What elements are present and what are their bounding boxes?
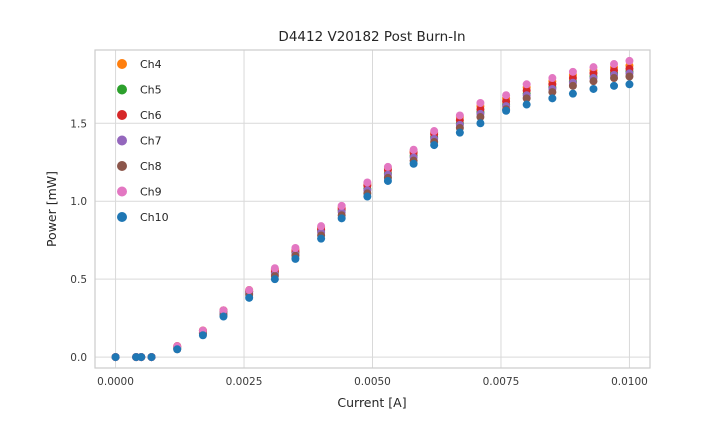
data-point-ch10 xyxy=(522,100,531,109)
data-point-ch10 xyxy=(291,254,300,263)
y-tick-label: 1.5 xyxy=(70,118,87,130)
data-point-ch10 xyxy=(270,275,279,284)
data-point-ch9 xyxy=(270,264,279,273)
legend-item-ch9: Ch9 xyxy=(117,186,162,199)
x-tick-label: 0.0075 xyxy=(483,376,520,388)
chart-title: D4412 V20182 Post Burn-In xyxy=(278,29,465,45)
legend-item-ch10: Ch10 xyxy=(117,211,169,224)
plot-border xyxy=(94,49,651,369)
legend-label: Ch10 xyxy=(140,211,169,224)
data-point-ch10 xyxy=(476,119,485,128)
data-point-ch8 xyxy=(610,74,619,83)
legend-marker-icon xyxy=(117,161,127,171)
data-point-ch10 xyxy=(383,176,392,185)
data-point-ch10 xyxy=(147,353,156,362)
data-point-ch8 xyxy=(568,81,577,90)
legend-marker-icon xyxy=(117,186,127,197)
data-point-ch9 xyxy=(522,80,531,89)
data-point-ch9 xyxy=(568,67,577,76)
data-point-ch10 xyxy=(409,159,418,168)
data-point-ch10 xyxy=(625,80,634,89)
legend-label: Ch4 xyxy=(140,58,162,71)
data-point-ch9 xyxy=(455,111,464,120)
data-point-ch9 xyxy=(625,56,634,65)
legend-item-ch5: Ch5 xyxy=(117,84,162,97)
grid-lines xyxy=(95,50,650,368)
legend: Ch4 Ch5 Ch6 Ch7 Ch8 Ch9 Ch10 xyxy=(117,58,169,224)
data-point-ch9 xyxy=(548,74,557,83)
x-tick-label: 0.0025 xyxy=(226,376,263,388)
data-point-ch9 xyxy=(476,99,485,107)
data-point-ch10 xyxy=(245,293,254,302)
data-point-ch8 xyxy=(589,77,598,86)
data-point-ch9 xyxy=(245,286,254,295)
legend-marker-icon xyxy=(117,59,127,69)
y-tick-label: 1.0 xyxy=(70,196,87,208)
legend-marker-icon xyxy=(117,84,127,95)
legend-label: Ch6 xyxy=(140,109,162,122)
data-point-ch10 xyxy=(430,141,439,150)
legend-label: Ch7 xyxy=(140,135,162,148)
data-point-ch8 xyxy=(625,72,634,81)
data-point-ch10 xyxy=(610,81,619,90)
data-point-ch8 xyxy=(548,88,557,97)
data-point-ch10 xyxy=(137,353,146,362)
legend-item-ch7: Ch7 xyxy=(117,135,162,148)
data-point-ch10 xyxy=(198,331,207,340)
data-point-ch9 xyxy=(291,243,300,252)
data-points xyxy=(111,56,634,362)
y-tick-label: 0.5 xyxy=(70,274,87,286)
y-tick-label: 0.0 xyxy=(70,352,87,364)
legend-item-ch4: Ch4 xyxy=(117,58,162,71)
data-point-ch9 xyxy=(219,306,228,315)
data-point-ch10 xyxy=(502,106,511,115)
data-point-ch10 xyxy=(589,84,598,93)
series-ch10 xyxy=(111,80,634,362)
legend-label: Ch9 xyxy=(140,186,162,199)
data-point-ch9 xyxy=(409,145,418,154)
data-point-ch9 xyxy=(502,91,511,100)
y-axis-label: Power [mW] xyxy=(44,171,59,247)
legend-item-ch8: Ch8 xyxy=(117,160,162,173)
data-point-ch10 xyxy=(548,94,557,103)
data-point-ch8 xyxy=(522,94,531,103)
legend-item-ch6: Ch6 xyxy=(117,109,162,122)
x-axis-label: Current [A] xyxy=(337,395,406,410)
data-point-ch10 xyxy=(568,89,577,98)
axes-spines xyxy=(94,49,651,369)
legend-marker-icon xyxy=(117,212,127,222)
data-point-ch10 xyxy=(337,214,346,223)
x-tick-label: 0.0050 xyxy=(354,376,391,388)
data-point-ch10 xyxy=(363,192,372,201)
data-point-ch10 xyxy=(455,128,464,137)
data-point-ch10 xyxy=(111,353,120,362)
data-point-ch9 xyxy=(383,162,392,171)
data-point-ch9 xyxy=(363,178,372,187)
data-point-ch9 xyxy=(610,60,619,69)
x-tick-label: 0.0000 xyxy=(97,376,134,388)
data-point-ch9 xyxy=(317,222,326,231)
legend-marker-icon xyxy=(117,110,127,120)
data-point-ch9 xyxy=(430,127,439,136)
data-point-ch9 xyxy=(589,63,598,72)
data-point-ch10 xyxy=(219,312,228,321)
x-tick-label: 0.0100 xyxy=(611,376,648,388)
tick-labels: 0.0000 0.0025 0.0050 0.0075 0.0100 0.0 0.5 1.0 1… xyxy=(70,118,648,388)
legend-marker-icon xyxy=(117,135,127,146)
data-point-ch9 xyxy=(337,201,346,210)
data-point-ch10 xyxy=(317,234,326,243)
data-point-ch8 xyxy=(476,113,485,122)
legend-label: Ch5 xyxy=(140,84,162,97)
data-point-ch10 xyxy=(173,345,182,354)
legend-label: Ch8 xyxy=(140,160,162,173)
